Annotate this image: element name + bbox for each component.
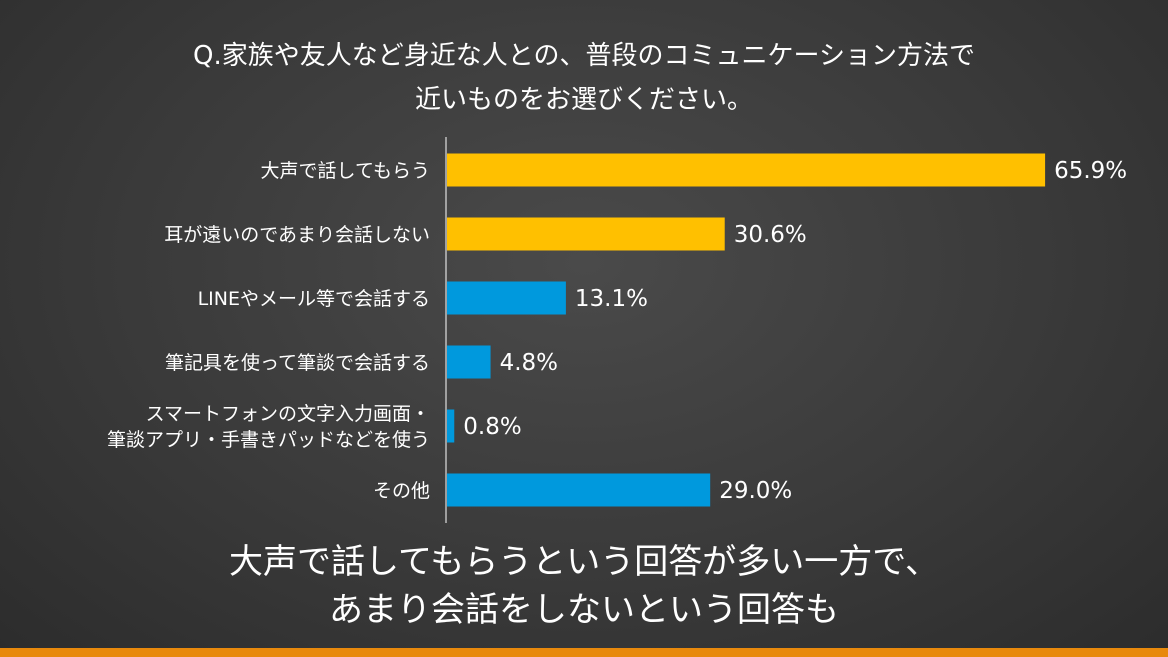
chart-title-line-2: 近いものをお選びください。: [414, 85, 753, 115]
value-label-5: 0.8%: [463, 414, 521, 440]
bar-5: [447, 409, 455, 443]
bar-2: [447, 217, 725, 251]
category-label-2: 耳が遠いのであまり会話しない: [164, 224, 430, 246]
conclusion-line-1: 大声で話してもらうという回答が多い一方で、: [229, 542, 939, 582]
value-label-3: 13.1%: [575, 286, 648, 312]
chart-title: Q.家族や友人など身近な人との、普段のコミュニケーション方法で 近いものをお選び…: [0, 34, 1168, 122]
bar-1: [447, 153, 1046, 187]
bar-3: [447, 281, 566, 315]
value-label-4: 4.8%: [500, 350, 558, 376]
bottom-accent-stripe: [0, 648, 1168, 657]
value-label-6: 29.0%: [719, 478, 792, 504]
conclusion-line-2: あまり会話をしないという回答も: [329, 590, 839, 630]
chart-title-line-1: Q.家族や友人など身近な人との、普段のコミュニケーション方法で: [193, 41, 975, 71]
bar-4: [447, 345, 491, 379]
value-label-2: 30.6%: [734, 222, 807, 248]
category-label-3: LINEやメール等で会話する: [198, 288, 430, 310]
category-label-5-line-2: 筆談アプリ・手書きパッドなどを使う: [107, 429, 430, 451]
bar-6: [447, 473, 711, 507]
category-label-1: 大声で話してもらう: [261, 160, 430, 182]
conclusion-text: 大声で話してもらうという回答が多い一方で、 あまり会話をしないという回答も: [0, 538, 1168, 634]
category-label-5-line-1: スマートフォンの文字入力画面・: [146, 403, 430, 425]
value-label-1: 65.9%: [1054, 158, 1127, 184]
category-label-4: 筆記具を使って筆談で会話する: [165, 352, 430, 374]
category-label-6: その他: [373, 480, 430, 502]
